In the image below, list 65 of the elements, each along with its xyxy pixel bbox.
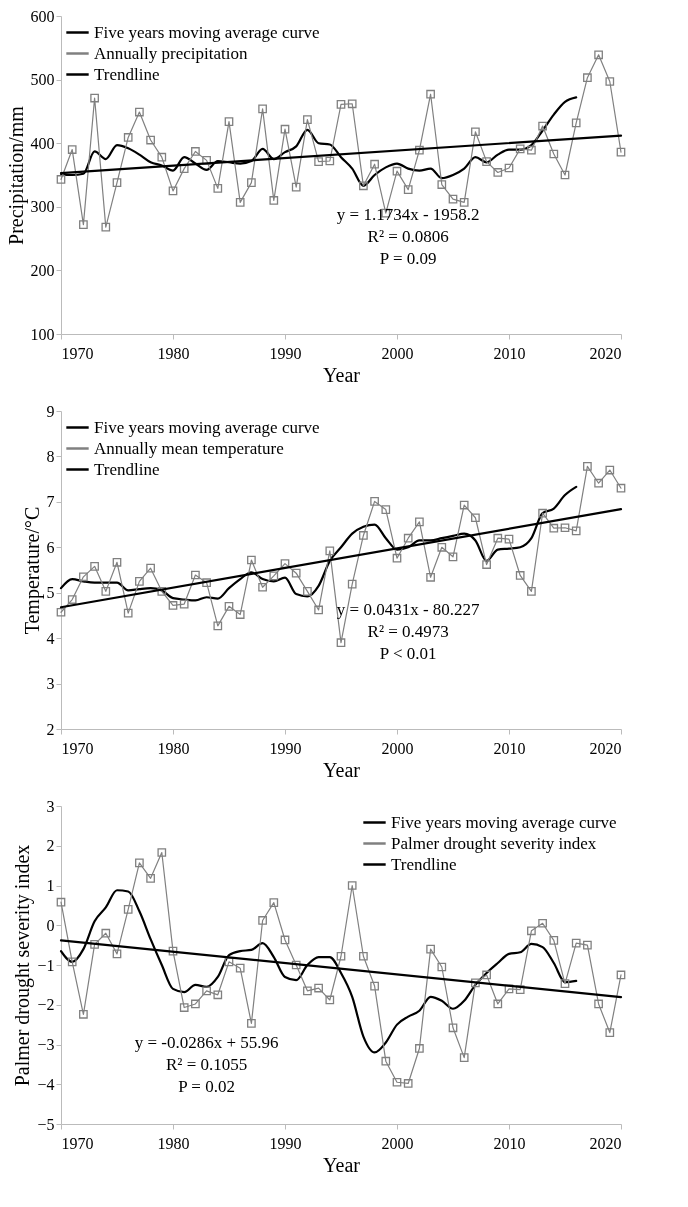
y-tick-label: 100 (30, 325, 55, 343)
legend-label: Five years moving average curve (391, 812, 617, 832)
y-tick-label: 2 (46, 837, 55, 855)
y-tick-label: 8 (46, 447, 55, 465)
x-axis-title: Year (323, 363, 361, 386)
y-tick-label: 9 (46, 402, 55, 420)
y-tick-label: 300 (30, 198, 55, 216)
legend-label: Trendline (94, 64, 160, 84)
y-tick-label: 6 (46, 538, 55, 556)
annotation: P < 0.01 (379, 643, 437, 663)
y-tick-label: −1 (37, 956, 55, 974)
y-tick-label: 7 (46, 493, 55, 511)
x-tick-label: 2020 (589, 344, 622, 362)
y-tick-label: 600 (30, 7, 55, 25)
x-tick-label: 1980 (157, 344, 190, 362)
y-tick-label: 200 (30, 261, 55, 279)
legend-label: Trendline (94, 459, 160, 479)
y-axis-title: Palmer drought severity index (11, 844, 35, 1087)
y-tick-label: 5 (46, 584, 55, 602)
x-tick-label: 2010 (493, 739, 526, 757)
annotation: y = 1.1734x - 1958.2 (336, 204, 480, 224)
y-tick-label: −4 (37, 1075, 55, 1093)
x-tick-label: 2010 (493, 344, 526, 362)
legend-label: Annually mean temperature (94, 438, 284, 458)
annotation: P = 0.02 (178, 1076, 235, 1096)
x-tick-label: 1980 (157, 1134, 190, 1152)
legend-label: Five years moving average curve (94, 417, 320, 437)
y-tick-label: 1 (46, 877, 55, 894)
annotation: y = -0.0286x + 55.96 (134, 1032, 279, 1052)
annotation: R² = 0.4973 (367, 621, 449, 641)
y-tick-label: 3 (46, 797, 55, 815)
x-tick-label: 2000 (381, 1134, 414, 1152)
y-tick-label: 0 (46, 916, 55, 934)
annotation: R² = 0.1055 (165, 1054, 248, 1074)
x-tick-label: 1990 (269, 1134, 302, 1152)
y-tick-label: 3 (46, 675, 55, 693)
x-axis-title: Year (323, 758, 361, 781)
y-tick-label: 4 (46, 629, 55, 647)
x-tick-label: 1970 (61, 1134, 94, 1152)
x-tick-label: 2000 (381, 739, 414, 757)
x-tick-label: 2020 (589, 1134, 622, 1152)
legend-label: Five years moving average curve (94, 22, 320, 42)
y-tick-label: −2 (37, 996, 55, 1014)
x-tick-label: 1980 (157, 739, 190, 757)
y-tick-label: −3 (37, 1036, 55, 1053)
y-tick-label: 2 (46, 720, 55, 738)
legend-label: Palmer drought severity index (391, 833, 597, 853)
x-tick-label: 2020 (589, 739, 622, 757)
x-axis-title: Year (323, 1153, 361, 1176)
annotation: R² = 0.0806 (367, 226, 449, 246)
legend-label: Annually precipitation (94, 43, 248, 63)
y-tick-label: 500 (30, 71, 55, 89)
x-tick-label: 1970 (61, 344, 94, 362)
annotation: y = 0.0431x - 80.227 (336, 599, 481, 619)
annotation: P = 0.09 (379, 248, 437, 268)
x-tick-label: 1970 (61, 739, 94, 757)
x-tick-label: 1990 (269, 344, 302, 362)
x-tick-label: 2000 (381, 344, 414, 362)
y-axis-title: Precipitation/mm (4, 105, 28, 245)
x-tick-label: 1990 (269, 739, 302, 757)
y-tick-label: 400 (30, 134, 55, 152)
y-tick-label: −5 (37, 1115, 55, 1133)
y-axis-title: Temperature/°C (20, 506, 44, 635)
legend-label: Trendline (391, 854, 457, 874)
x-tick-label: 2010 (493, 1134, 526, 1152)
